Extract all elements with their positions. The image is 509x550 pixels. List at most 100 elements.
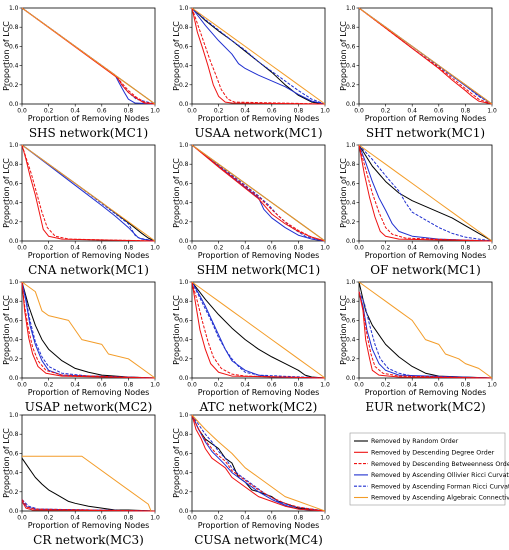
y-tick-label: 1.0 [346, 5, 356, 12]
series-degree [191, 281, 326, 379]
x-axis-label: Proportion of Removing Nodes [28, 521, 150, 530]
legend-box [349, 432, 506, 506]
x-tick-label: 0.0 [17, 382, 27, 389]
x-tick-label: 0.0 [354, 108, 364, 115]
series-random [358, 281, 493, 379]
y-tick-label: 0.8 [9, 161, 19, 168]
y-tick-label: 0.4 [346, 200, 356, 207]
y-tick-label: 0.2 [346, 356, 356, 363]
series-betweenness [21, 499, 156, 512]
y-tick-label: 0.2 [9, 489, 19, 496]
x-tick-label: 0.8 [294, 382, 304, 389]
x-tick-label: 0.0 [187, 245, 197, 252]
x-tick-label: 0.8 [124, 382, 134, 389]
y-tick-label: 0.4 [346, 63, 356, 70]
y-tick-label: 0.4 [179, 470, 189, 477]
y-axis-label: Proportion of LCC [172, 295, 181, 365]
x-axis-label: Proportion of Removing Nodes [365, 388, 487, 397]
y-tick-label: 0.6 [9, 317, 19, 324]
x-tick-label: 0.6 [267, 382, 277, 389]
y-tick-label: 0.8 [9, 431, 19, 438]
x-tick-label: 0.6 [267, 245, 277, 252]
subplot-2: 0.00.00.20.20.40.40.60.60.80.81.01.0Prop… [172, 5, 330, 140]
y-tick-label: 0.4 [9, 470, 19, 477]
legend-label-betweenness: Removed by Descending Betweenness Order [371, 461, 509, 468]
series-ollivier [21, 144, 156, 242]
x-tick-label: 0.6 [434, 382, 444, 389]
y-axis-label: Proportion of LCC [339, 21, 348, 91]
subplot-title: USAP network(MC2) [25, 400, 153, 414]
series-random [21, 281, 156, 379]
subplot-title: SHM network(MC1) [197, 263, 320, 277]
y-tick-label: 1.0 [346, 279, 356, 286]
x-axis-label: Proportion of Removing Nodes [28, 388, 150, 397]
x-tick-label: 0.2 [44, 515, 54, 522]
subplot-11: 0.00.00.20.20.40.40.60.60.80.81.01.0Prop… [172, 412, 330, 547]
y-tick-label: 0.6 [179, 317, 189, 324]
y-axis-label: Proportion of LCC [2, 428, 11, 498]
y-tick-label: 0.4 [9, 200, 19, 207]
subplot-title: ATC network(MC2) [199, 400, 318, 414]
x-tick-label: 0.2 [214, 382, 224, 389]
y-axis-label: Proportion of LCC [172, 428, 181, 498]
series-algebraic [22, 455, 152, 512]
series-degree [21, 281, 156, 379]
x-tick-label: 0.8 [461, 382, 471, 389]
x-tick-label: 1.0 [150, 245, 160, 252]
y-tick-label: 1.0 [179, 5, 189, 12]
y-tick-label: 0.6 [179, 450, 189, 457]
series-degree [358, 7, 493, 105]
x-tick-label: 0.0 [17, 515, 27, 522]
x-tick-label: 1.0 [320, 108, 330, 115]
x-tick-label: 0.0 [187, 108, 197, 115]
subplot-6: 0.00.00.20.20.40.40.60.60.80.81.01.0Prop… [339, 142, 497, 277]
x-tick-label: 0.8 [124, 515, 134, 522]
y-tick-label: 0.0 [346, 375, 356, 382]
legend-label-degree: Removed by Descending Degree Order [371, 450, 495, 457]
x-tick-label: 0.4 [70, 382, 80, 389]
y-tick-label: 0.2 [346, 219, 356, 226]
y-tick-label: 0.2 [179, 489, 189, 496]
x-tick-label: 1.0 [150, 382, 160, 389]
plot-frame [191, 414, 326, 512]
legend-label-algebraic: Removed by Ascending Algebraic Connectiv… [371, 495, 509, 502]
series-forman [358, 144, 493, 242]
y-axis-label: Proportion of LCC [2, 21, 11, 91]
x-tick-label: 0.4 [407, 245, 417, 252]
x-tick-label: 0.2 [44, 382, 54, 389]
y-tick-label: 0.6 [179, 180, 189, 187]
x-tick-label: 1.0 [487, 245, 497, 252]
subplot-title: SHT network(MC1) [366, 126, 485, 140]
y-tick-label: 1.0 [9, 412, 19, 419]
y-tick-label: 0.2 [9, 356, 19, 363]
y-tick-label: 1.0 [346, 142, 356, 149]
subplot-3: 0.00.00.20.20.40.40.60.60.80.81.01.0Prop… [339, 5, 497, 140]
y-axis-label: Proportion of LCC [172, 21, 181, 91]
x-tick-label: 0.0 [187, 382, 197, 389]
x-axis-label: Proportion of Removing Nodes [198, 114, 320, 123]
subplot-7: 0.00.00.20.20.40.40.60.60.80.81.01.0Prop… [2, 279, 160, 414]
y-tick-label: 0.2 [9, 82, 19, 89]
x-tick-label: 0.0 [354, 382, 364, 389]
x-tick-label: 1.0 [320, 382, 330, 389]
x-tick-label: 0.4 [70, 108, 80, 115]
subplot-title: EUR network(MC2) [365, 400, 485, 414]
series-algebraic [358, 7, 493, 105]
x-tick-label: 0.4 [407, 108, 417, 115]
y-tick-label: 1.0 [179, 412, 189, 419]
y-tick-label: 0.4 [346, 337, 356, 344]
series-ollivier [191, 7, 326, 105]
y-tick-label: 0.4 [179, 200, 189, 207]
legend-label-random: Removed by Random Order [371, 438, 459, 445]
x-axis-label: Proportion of Removing Nodes [198, 521, 320, 530]
x-tick-label: 0.4 [407, 382, 417, 389]
y-tick-label: 0.8 [346, 298, 356, 305]
x-tick-label: 1.0 [320, 515, 330, 522]
y-tick-label: 0.6 [9, 450, 19, 457]
subplot-10: 0.00.00.20.20.40.40.60.60.80.81.01.0Prop… [2, 412, 160, 547]
y-tick-label: 0.0 [179, 238, 189, 245]
x-tick-label: 0.8 [461, 108, 471, 115]
x-axis-label: Proportion of Removing Nodes [198, 388, 320, 397]
y-tick-label: 0.2 [179, 82, 189, 89]
series-degree [358, 291, 493, 379]
